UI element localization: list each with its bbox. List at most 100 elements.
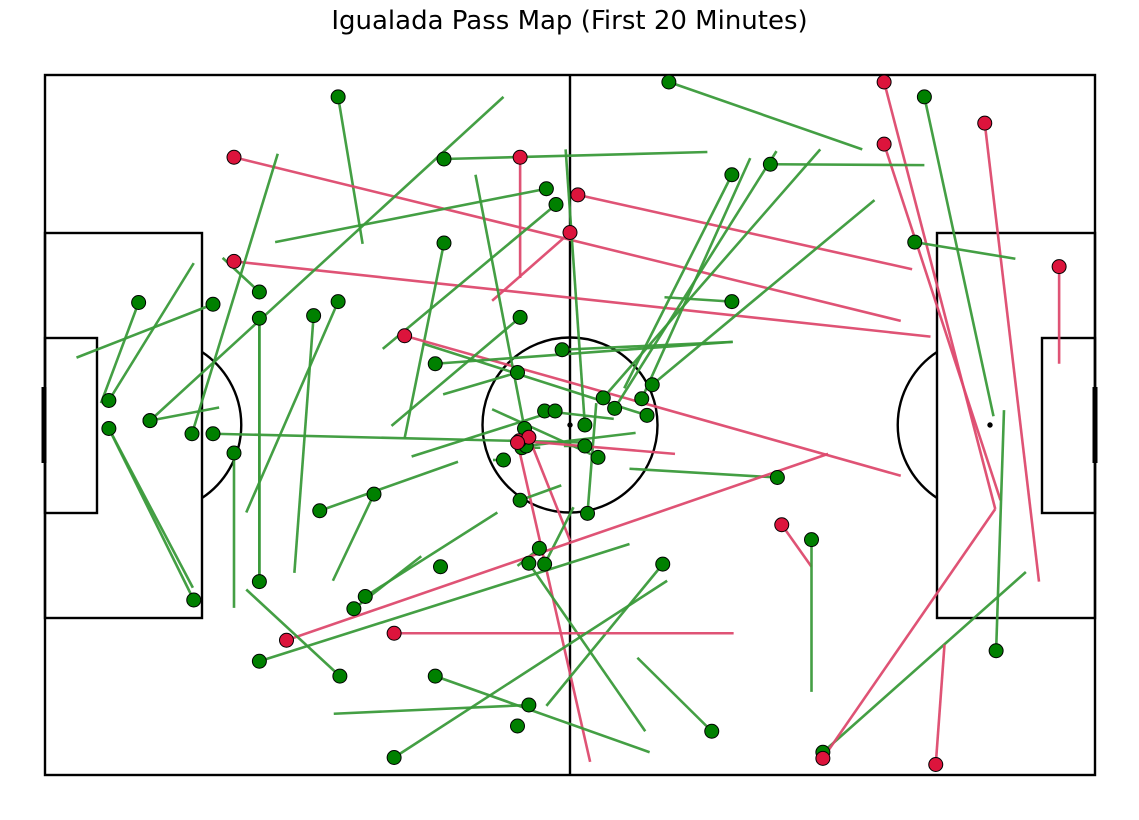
pass-line-64: [245, 588, 341, 678]
pass-start-point-52: [433, 559, 448, 575]
pass-line-14: [491, 231, 571, 302]
pass-line-4: [443, 150, 708, 161]
pass-line-41: [640, 157, 752, 400]
pass-line-32: [411, 409, 556, 458]
pass-line-16: [390, 316, 521, 427]
pass-start-point-28: [186, 592, 202, 608]
pass-start-point-83: [724, 294, 740, 310]
pass-line-12: [274, 187, 547, 244]
pass-start-point-16: [512, 309, 528, 325]
pass-line-24: [190, 153, 279, 435]
pass-start-point-50: [512, 492, 528, 508]
pass-line-68: [636, 656, 713, 733]
center-spot: [567, 422, 573, 428]
pass-start-point-57: [346, 601, 362, 617]
pass-line-58: [629, 467, 778, 479]
pass-start-point-76: [988, 643, 1004, 659]
pass-start-point-29: [510, 365, 525, 380]
pass-line-79: [934, 644, 946, 765]
pass-start-point-58: [769, 470, 785, 485]
pass-line-69: [393, 579, 668, 759]
pass-start-point-38: [595, 390, 611, 406]
pass-start-point-54: [537, 556, 553, 572]
pass-start-point-78: [815, 750, 831, 766]
pass-line-8: [245, 301, 340, 514]
pass-start-markers: [101, 74, 1067, 772]
pass-start-point-39: [607, 400, 623, 416]
pass-start-point-43: [639, 407, 655, 423]
pass-start-point-1: [226, 149, 242, 165]
pass-start-point-14: [562, 225, 578, 240]
pass-start-point-5: [205, 296, 221, 312]
pass-line-23: [149, 95, 505, 422]
pass-line-54: [543, 506, 575, 565]
pass-start-point-27: [226, 445, 242, 461]
pass-line-45: [519, 439, 676, 456]
pass-start-point-19: [131, 295, 147, 310]
pass-line-2: [233, 260, 931, 338]
pass-start-point-44: [580, 505, 595, 521]
pass-line-65: [434, 674, 651, 754]
pass-start-point-53: [521, 555, 537, 571]
pass-line-72: [983, 122, 1041, 582]
pass-start-point-3: [512, 149, 528, 165]
pass-line-48: [331, 493, 376, 582]
pass-start-point-48: [366, 486, 382, 502]
pass-line-71: [882, 143, 1002, 501]
pass-start-point-82: [724, 167, 740, 183]
pass-start-point-9: [306, 308, 322, 324]
pass-line-63: [258, 542, 630, 663]
pass-line-83: [664, 295, 732, 303]
pass-start-point-11: [397, 328, 413, 344]
pass-lines: [76, 80, 1061, 765]
pass-line-56: [545, 563, 664, 707]
pass-start-point-72: [977, 115, 993, 131]
pass-start-point-15: [570, 187, 586, 203]
pass-start-point-75: [1051, 259, 1067, 275]
pass-start-point-74: [907, 234, 923, 250]
pass-line-47: [516, 442, 592, 763]
pass-start-point-68: [704, 723, 720, 739]
pass-start-point-67: [510, 718, 525, 734]
pass-line-70: [882, 81, 997, 510]
pass-start-point-17: [554, 342, 570, 358]
left-penalty-arc: [201, 350, 243, 500]
pass-start-point-47: [510, 435, 525, 450]
pass-start-point-56: [655, 556, 671, 572]
pass-line-42: [651, 199, 876, 386]
pass-line-78: [821, 508, 997, 760]
pass-start-point-21: [101, 421, 117, 436]
pass-line-28: [107, 427, 195, 601]
pass-start-point-25: [205, 426, 221, 442]
pass-line-53: [527, 562, 647, 732]
pass-start-point-6: [251, 310, 267, 326]
pass-line-15: [577, 193, 913, 271]
pass-start-point-36: [577, 438, 593, 454]
pass-start-point-60: [386, 625, 402, 641]
pass-line-66: [333, 703, 529, 716]
pass-line-33: [474, 174, 526, 429]
pass-start-point-65: [427, 668, 443, 684]
pass-line-77: [822, 571, 1027, 754]
pass-start-point-70: [876, 74, 892, 90]
left-six-yard-box: [43, 336, 99, 515]
right-penalty-arc: [896, 350, 938, 500]
pass-line-5: [76, 303, 214, 359]
pass-start-point-71: [876, 136, 892, 152]
pass-line-76: [994, 410, 1006, 651]
pass-start-point-40: [577, 417, 593, 433]
pass-start-point-81: [762, 156, 778, 172]
pass-line-61: [780, 523, 813, 568]
pass-start-point-69: [386, 750, 402, 765]
pass-line-82: [623, 174, 734, 389]
pass-start-point-63: [251, 653, 267, 669]
pass-start-point-4: [436, 151, 452, 167]
pass-start-point-8: [330, 294, 346, 310]
right-penalty-spot: [987, 422, 993, 428]
pass-line-20: [107, 262, 195, 402]
pass-line-81: [770, 162, 925, 167]
chart-title: Igualada Pass Map (First 20 Minutes): [331, 6, 808, 36]
pitch-markings: [41, 73, 1098, 777]
pass-start-point-62: [804, 532, 819, 548]
